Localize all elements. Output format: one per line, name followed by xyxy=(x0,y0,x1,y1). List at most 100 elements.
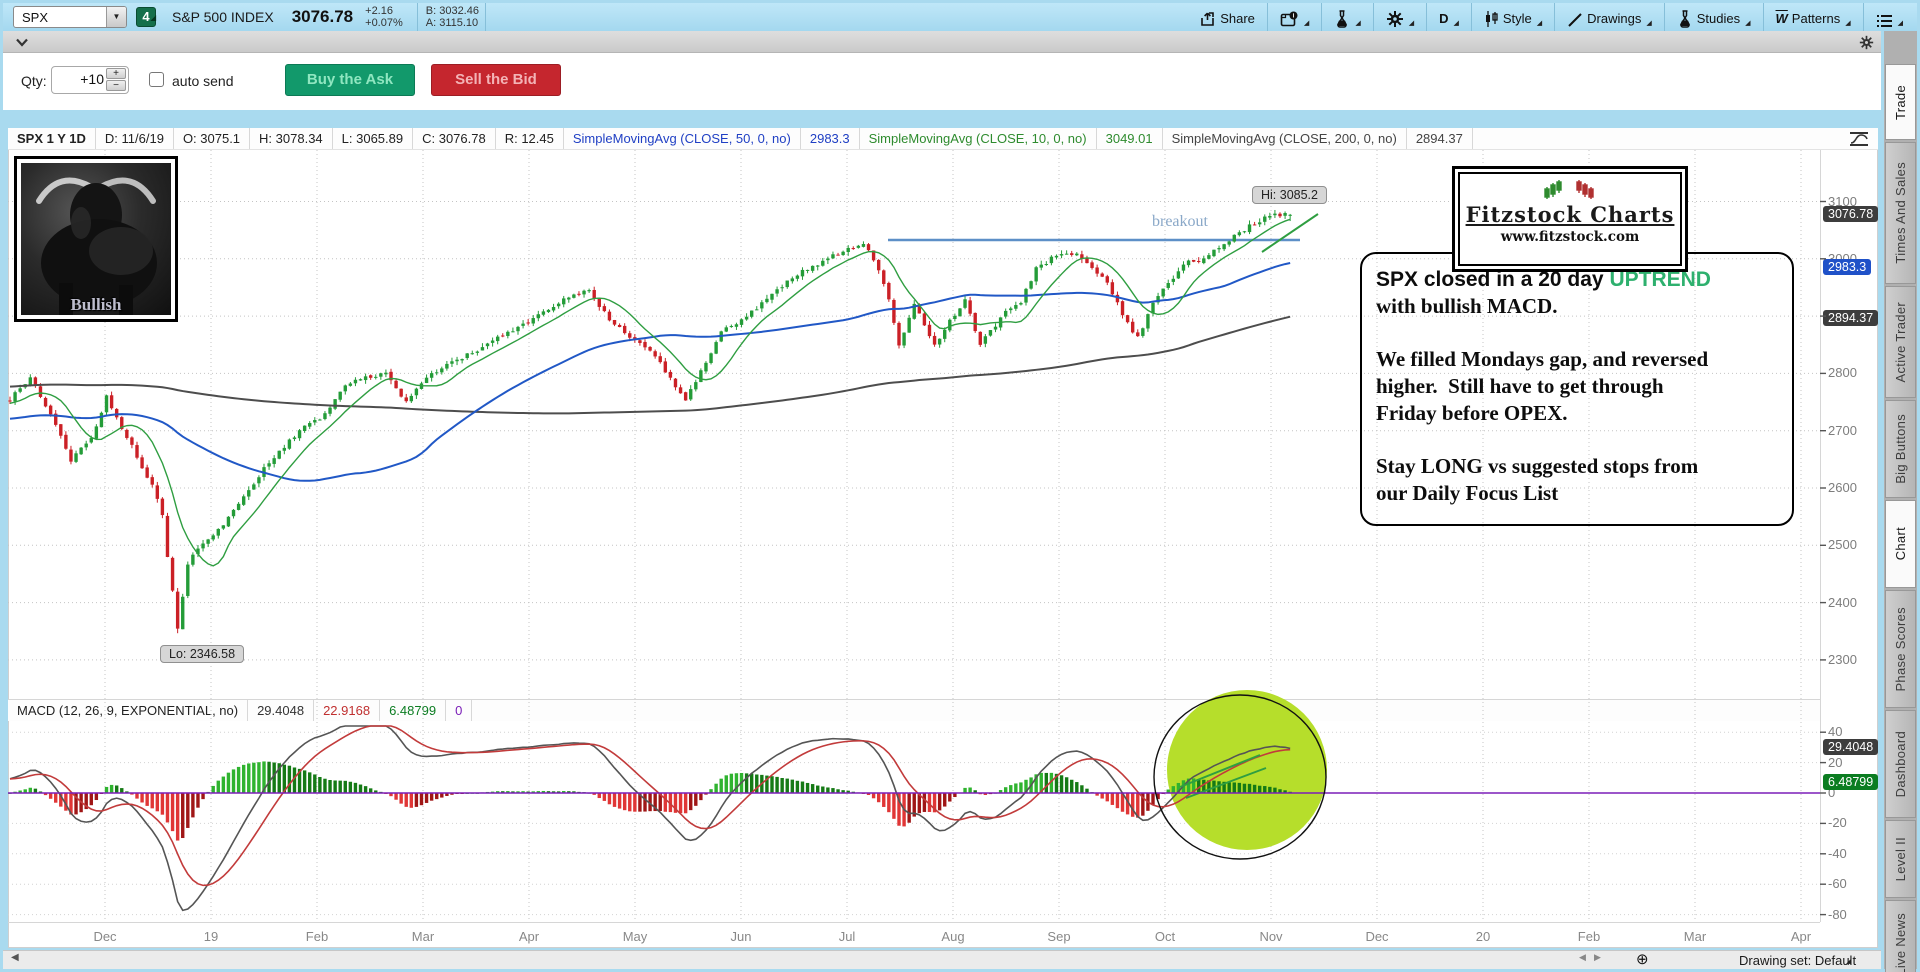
studies-flask-icon xyxy=(1679,10,1690,28)
macd-tick--20: -20 xyxy=(1828,815,1847,831)
sidebar-tab-label: Dashboard xyxy=(1893,730,1908,798)
time-axis-label-15: Mar xyxy=(1683,929,1707,944)
macd-tick-0: 0 xyxy=(1828,785,1836,800)
note-line2: with bullish MACD. xyxy=(1376,294,1558,318)
note-text-drawing[interactable]: SPX closed in a 20 day UPTREND with bull… xyxy=(1360,252,1794,526)
order-entry-bar: Qty: +10 + − auto send Buy the Ask Sell … xyxy=(3,53,1881,110)
chevron-down-icon[interactable] xyxy=(15,38,29,47)
pan-right-button[interactable]: ▶ xyxy=(1594,952,1601,962)
symbol-combobox[interactable]: SPX ▼ xyxy=(13,6,127,28)
macd-tick--60: -60 xyxy=(1828,876,1847,892)
logo-candles-icon xyxy=(1544,180,1594,199)
sma10-label[interactable]: SimpleMovingAvg (CLOSE, 10, 0, no) xyxy=(860,128,1097,149)
ohlc-high: H: 3078.34 xyxy=(250,128,333,149)
sidebar-tab-trade[interactable]: Trade xyxy=(1885,64,1916,140)
pan-left-button[interactable]: ◀ xyxy=(1579,952,1586,962)
analyze-button[interactable]: ◢ xyxy=(1328,6,1366,28)
sma200-label[interactable]: SimpleMovingAvg (CLOSE, 200, 0, no) xyxy=(1163,128,1407,149)
ask-value: A: 3115.10 xyxy=(425,17,479,29)
buy-the-ask-button[interactable]: Buy the Ask xyxy=(285,64,415,96)
low-price-bubble: Lo: 2346.58 xyxy=(160,645,245,663)
sma50-label[interactable]: SimpleMovingAvg (CLOSE, 50, 0, no) xyxy=(564,128,801,149)
drawing-set-corner-icon: ◢ xyxy=(1846,958,1852,965)
time-axis-label-11: Nov xyxy=(1259,929,1283,944)
bid-value: B: 3032.46 xyxy=(425,5,479,17)
sidebar-tab-level-ii[interactable]: Level II xyxy=(1885,820,1916,898)
gear-icon xyxy=(1386,11,1403,27)
sidebar-tab-phase-scores[interactable]: Phase Scores xyxy=(1885,590,1916,708)
badge-fold-icon: ◢ xyxy=(150,15,156,22)
sell-the-bid-button[interactable]: Sell the Bid xyxy=(431,64,561,96)
breakout-label[interactable]: breakout xyxy=(1152,213,1208,230)
panel-gear-icon[interactable] xyxy=(1859,35,1874,50)
sidebar-tab-dashboard[interactable]: Dashboard xyxy=(1885,710,1916,818)
macd-tick-20: 20 xyxy=(1828,754,1843,770)
high-price-bubble: Hi: 3085.2 xyxy=(1252,186,1327,204)
studies-menu[interactable]: Studies ◢ xyxy=(1671,6,1757,28)
price-tick-2500: 2500 xyxy=(1828,537,1857,553)
time-axis-label-7: Jul xyxy=(838,929,856,944)
time-axis-label-9: Sep xyxy=(1047,929,1071,944)
time-axis-label-8: Aug xyxy=(941,929,965,944)
sidebar-tab-label: Big Buttons xyxy=(1893,414,1908,484)
macd-signal-value: 22.9168 xyxy=(314,700,381,721)
sidebar-tab-label: Phase Scores xyxy=(1893,606,1908,692)
quantity-stepper[interactable]: +10 + − xyxy=(51,66,129,94)
settings-button[interactable]: ◢ xyxy=(1380,6,1420,28)
sidebar-tab-big-buttons[interactable]: Big Buttons xyxy=(1885,400,1916,498)
time-axis-label-0: Dec xyxy=(93,929,117,944)
drawings-menu[interactable]: Drawings ◢ xyxy=(1561,6,1658,28)
sidebar-tab-label: Trade xyxy=(1893,84,1908,120)
price-tick-3100: 3100 xyxy=(1828,193,1857,209)
logo-title: Fitzstock Charts xyxy=(1465,202,1675,227)
fitzstock-logo-drawing[interactable]: Fitzstock Charts www.fitzstock.com xyxy=(1452,166,1688,272)
note-line7: our Daily Focus List xyxy=(1376,481,1559,505)
auto-send-checkbox[interactable] xyxy=(149,72,164,87)
bull-photo xyxy=(21,163,171,315)
time-axis-label-14: Feb xyxy=(1577,929,1601,944)
chart-resize-icon[interactable] xyxy=(1848,131,1870,147)
sidebar-tab-active-trader[interactable]: Active Trader xyxy=(1885,286,1916,398)
symbol-dropdown-button[interactable]: ▼ xyxy=(106,7,126,27)
sidebar-tab-live-news[interactable]: Live News xyxy=(1885,900,1916,972)
note-line4: higher. Still have to get through xyxy=(1376,374,1664,398)
bull-silhouette xyxy=(36,177,157,315)
ohlc-range: R: 12.45 xyxy=(496,128,564,149)
sidebar-tab-label: Level II xyxy=(1893,836,1908,882)
share-button[interactable]: Share xyxy=(1193,6,1261,28)
ohlc-open: O: 3075.1 xyxy=(174,128,251,149)
timeframe-menu[interactable]: D ◢ xyxy=(1439,11,1459,27)
chart-status-bar: ◀ ◀ ▶ ⊕ Drawing set: Default ◢ xyxy=(3,950,1881,969)
sidebar-tab-times-and-sales[interactable]: Times And Sales xyxy=(1885,142,1916,284)
time-axis-label-16: Apr xyxy=(1790,929,1812,944)
sidebar-tab-label: Chart xyxy=(1893,527,1908,561)
share-icon xyxy=(1201,12,1215,26)
qty-increment-button[interactable]: + xyxy=(106,68,126,79)
qty-decrement-button[interactable]: − xyxy=(106,80,126,91)
qty-value[interactable]: +10 xyxy=(80,71,104,87)
scroll-left-button[interactable]: ◀ xyxy=(11,952,19,963)
sidebar-tab-label: Times And Sales xyxy=(1893,162,1908,264)
sidebar-tab-chart[interactable]: Chart xyxy=(1885,500,1916,588)
bull-image-drawing[interactable]: Bullish xyxy=(14,156,178,322)
chart-header-row: SPX 1 Y 1D D: 11/6/19 O: 3075.1 H: 3078.… xyxy=(8,128,1878,150)
sma50-value: 2983.3 xyxy=(801,128,860,149)
auto-send-label: auto send xyxy=(172,73,234,89)
crosshair-icon[interactable]: ⊕ xyxy=(1636,951,1649,968)
time-axis-label-12: Dec xyxy=(1365,929,1389,944)
chart-style-icon xyxy=(1485,11,1498,27)
note-icon: i xyxy=(1280,11,1298,27)
style-menu[interactable]: Style ◢ xyxy=(1478,6,1548,28)
chart-menu-button[interactable]: ◢ xyxy=(1870,6,1909,28)
drawing-set-selector[interactable]: Drawing set: Default xyxy=(1739,953,1857,968)
patterns-menu[interactable]: W Patterns ◢ xyxy=(1775,11,1851,27)
macd-study-label[interactable]: MACD (12, 26, 9, EXPONENTIAL, no) xyxy=(8,700,249,721)
onnote-button[interactable]: i ◢ xyxy=(1274,6,1315,28)
change-block: +2.16 +0.07% xyxy=(365,5,403,29)
order-entry-collapse-bar xyxy=(3,31,1881,53)
sidebar-tab-label: Live News xyxy=(1893,912,1908,972)
chart-title: SPX 1 Y 1D xyxy=(8,128,96,149)
trendline-icon xyxy=(1568,13,1582,27)
gadget-sidebar: Trade Times And Sales Active Trader Big But… xyxy=(1884,31,1917,972)
